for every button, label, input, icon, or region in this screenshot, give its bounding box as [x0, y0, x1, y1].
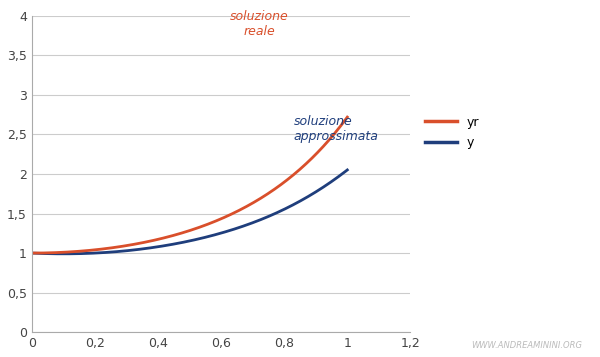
y [337, 173, 344, 177]
y [181, 240, 188, 244]
yr [199, 224, 206, 228]
yr [180, 230, 187, 235]
y [217, 231, 224, 236]
yr [178, 231, 185, 235]
yr [344, 115, 351, 119]
y [179, 240, 186, 245]
Line: y: y [32, 170, 347, 254]
yr [216, 217, 223, 222]
Legend: yr, y: yr, y [421, 111, 484, 154]
y [60, 252, 67, 256]
Line: yr: yr [32, 117, 347, 253]
Text: WWW.ANDREAMININI.ORG: WWW.ANDREAMININI.ORG [471, 341, 582, 350]
Text: soluzione
reale: soluzione reale [230, 10, 289, 38]
y [344, 168, 351, 172]
yr [28, 251, 35, 255]
Text: soluzione
approssimata: soluzione approssimata [293, 115, 379, 142]
yr [287, 175, 294, 180]
y [287, 204, 295, 208]
y [28, 251, 35, 255]
yr [336, 125, 343, 129]
y [200, 236, 207, 240]
